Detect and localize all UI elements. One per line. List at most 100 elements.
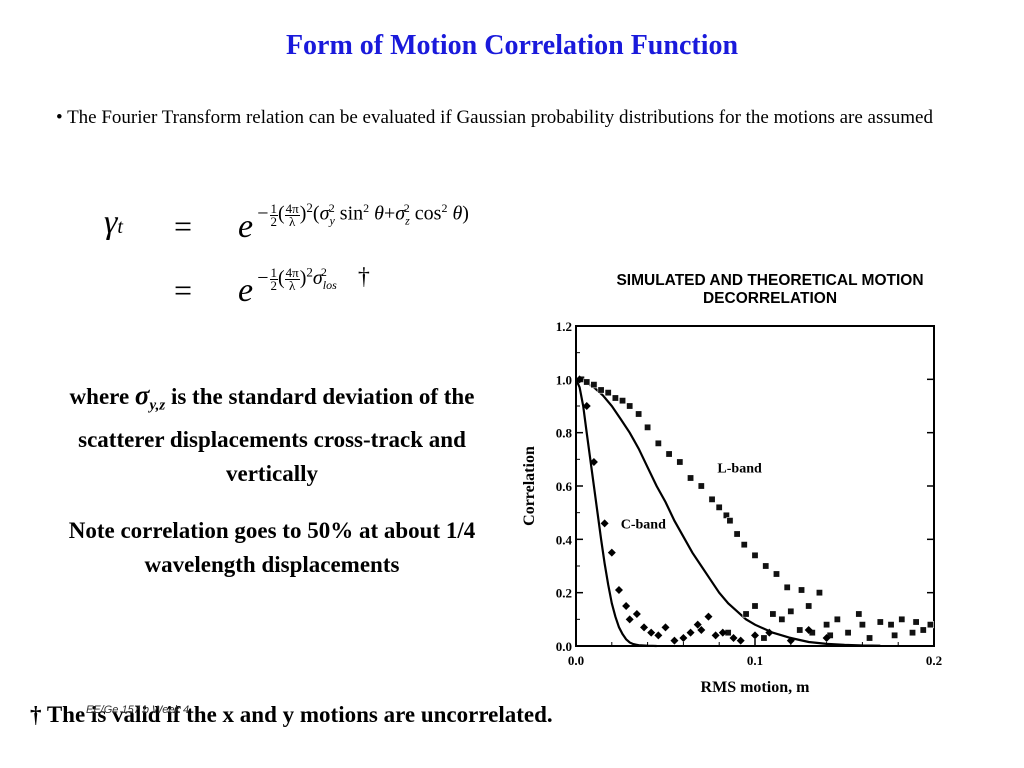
course-label: EE/Ge 157 b Week 4 — [86, 704, 190, 716]
bullet-point: • The Fourier Transform relation can be … — [56, 106, 1008, 130]
y-axis-label: Correlation — [521, 446, 538, 526]
point-c-band — [751, 631, 759, 640]
point-l-band — [912, 618, 920, 626]
point-l-band — [772, 570, 780, 578]
point-l-band — [876, 618, 884, 626]
exponential-e: e — [238, 208, 254, 245]
point-c-band — [575, 375, 584, 384]
point-c-band — [686, 628, 695, 637]
annotation-c-band: C-band — [621, 518, 666, 533]
y-tick-label: 0.2 — [556, 586, 572, 601]
point-l-band — [833, 615, 841, 623]
point-c-band — [640, 623, 649, 632]
point-l-band — [590, 381, 598, 389]
point-c-band — [804, 626, 813, 634]
point-l-band — [742, 610, 750, 618]
dagger-mark: † — [357, 264, 370, 290]
point-l-band — [733, 530, 741, 538]
exponential-e: e — [238, 272, 254, 309]
point-l-band — [751, 551, 759, 559]
point-l-band — [855, 610, 863, 618]
point-l-band — [644, 423, 652, 431]
point-l-band — [787, 607, 795, 615]
point-l-band — [898, 615, 906, 623]
note-where-word: where — [69, 384, 130, 409]
point-l-band — [697, 482, 705, 490]
point-c-band — [589, 458, 598, 466]
point-l-band — [597, 386, 605, 394]
x-axis-label: RMS motion, m — [701, 679, 811, 696]
point-l-band — [823, 621, 831, 629]
point-l-band — [611, 394, 619, 402]
curve-l-band — [575, 378, 881, 647]
footer-note: † The is valid if the x and y motions ar… — [30, 702, 553, 727]
decorrelation-chart: 0.0 0.2 0.4 0.6 0.8 1.0 1.2 0.0 0.1 0.2 RMS motion… — [521, 319, 942, 696]
point-c-band — [614, 586, 623, 594]
point-l-band — [751, 602, 759, 610]
point-c-band — [625, 615, 634, 624]
point-l-band — [858, 621, 866, 629]
point-l-band — [687, 474, 695, 482]
point-l-band — [635, 410, 643, 418]
point-c-band — [693, 620, 702, 629]
point-c-band — [622, 602, 631, 610]
equals-sign: = — [174, 208, 193, 244]
exponent-row-1: −1 2(4π λ)2(σy2 sin2 θ+σz2 cos2 θ) — [256, 200, 469, 229]
point-c-band — [647, 628, 656, 637]
point-l-band — [760, 634, 768, 642]
point-l-band — [769, 610, 777, 618]
point-l-band — [722, 511, 730, 519]
curve-c-band — [574, 378, 657, 648]
note-where-text: is the standard deviation of the scatter… — [78, 384, 475, 486]
point-c-band — [765, 628, 774, 637]
point-l-band — [815, 589, 823, 597]
point-l-band — [805, 602, 813, 610]
point-c-band — [729, 634, 738, 642]
y-tick-label: 0.4 — [556, 532, 573, 547]
point-l-band — [740, 541, 748, 549]
point-l-band — [665, 450, 673, 458]
point-c-band — [679, 634, 688, 642]
point-c-band — [704, 612, 713, 621]
point-l-band — [891, 631, 899, 639]
point-c-band — [736, 636, 745, 645]
point-l-band — [762, 562, 770, 570]
point-c-band — [822, 634, 831, 642]
point-c-band — [711, 631, 720, 640]
sigma-subscript: y,z — [149, 397, 166, 414]
bullet-marker: • — [56, 107, 63, 128]
y-tick-label: 0.8 — [556, 426, 573, 441]
point-l-band — [778, 615, 786, 623]
point-c-band — [654, 631, 663, 640]
point-l-band — [844, 629, 852, 637]
point-c-band — [786, 636, 795, 645]
point-l-band — [626, 402, 634, 410]
point-l-band — [926, 621, 934, 629]
point-c-band — [697, 626, 706, 634]
exponent-row-2: −1 2(4π λ)2σlos2 † — [256, 264, 370, 293]
point-l-band — [866, 634, 874, 642]
chart-title: SIMULATED AND THEORETICAL MOTION DECORRE… — [616, 272, 924, 307]
point-c-band — [661, 623, 670, 632]
equation-lhs: γt — [104, 204, 123, 241]
bullet-text: The Fourier Transform relation can be ev… — [67, 107, 933, 128]
point-c-band — [600, 519, 609, 528]
x-tick-label: 0.0 — [568, 653, 584, 668]
sigma-symbol: σ — [134, 380, 150, 410]
plot-frame — [575, 325, 935, 647]
point-l-band — [887, 621, 895, 629]
x-tick-label: 0.1 — [747, 653, 763, 668]
point-l-band — [796, 626, 804, 634]
point-l-band — [919, 626, 927, 634]
point-l-band — [798, 586, 806, 594]
annotation-l-band: L-band — [717, 462, 762, 477]
point-l-band — [654, 439, 662, 447]
point-l-band — [676, 458, 684, 466]
note-correlation: Note correlation goes to 50% at about 1/… — [68, 518, 476, 577]
x-tick-label: 0.2 — [926, 653, 942, 668]
note-where: where σy,z is the standard deviation of … — [30, 378, 514, 491]
y-tick-label: 1.2 — [556, 319, 572, 334]
point-c-band — [607, 548, 616, 557]
point-c-band — [632, 610, 641, 618]
point-c-band — [670, 636, 679, 645]
